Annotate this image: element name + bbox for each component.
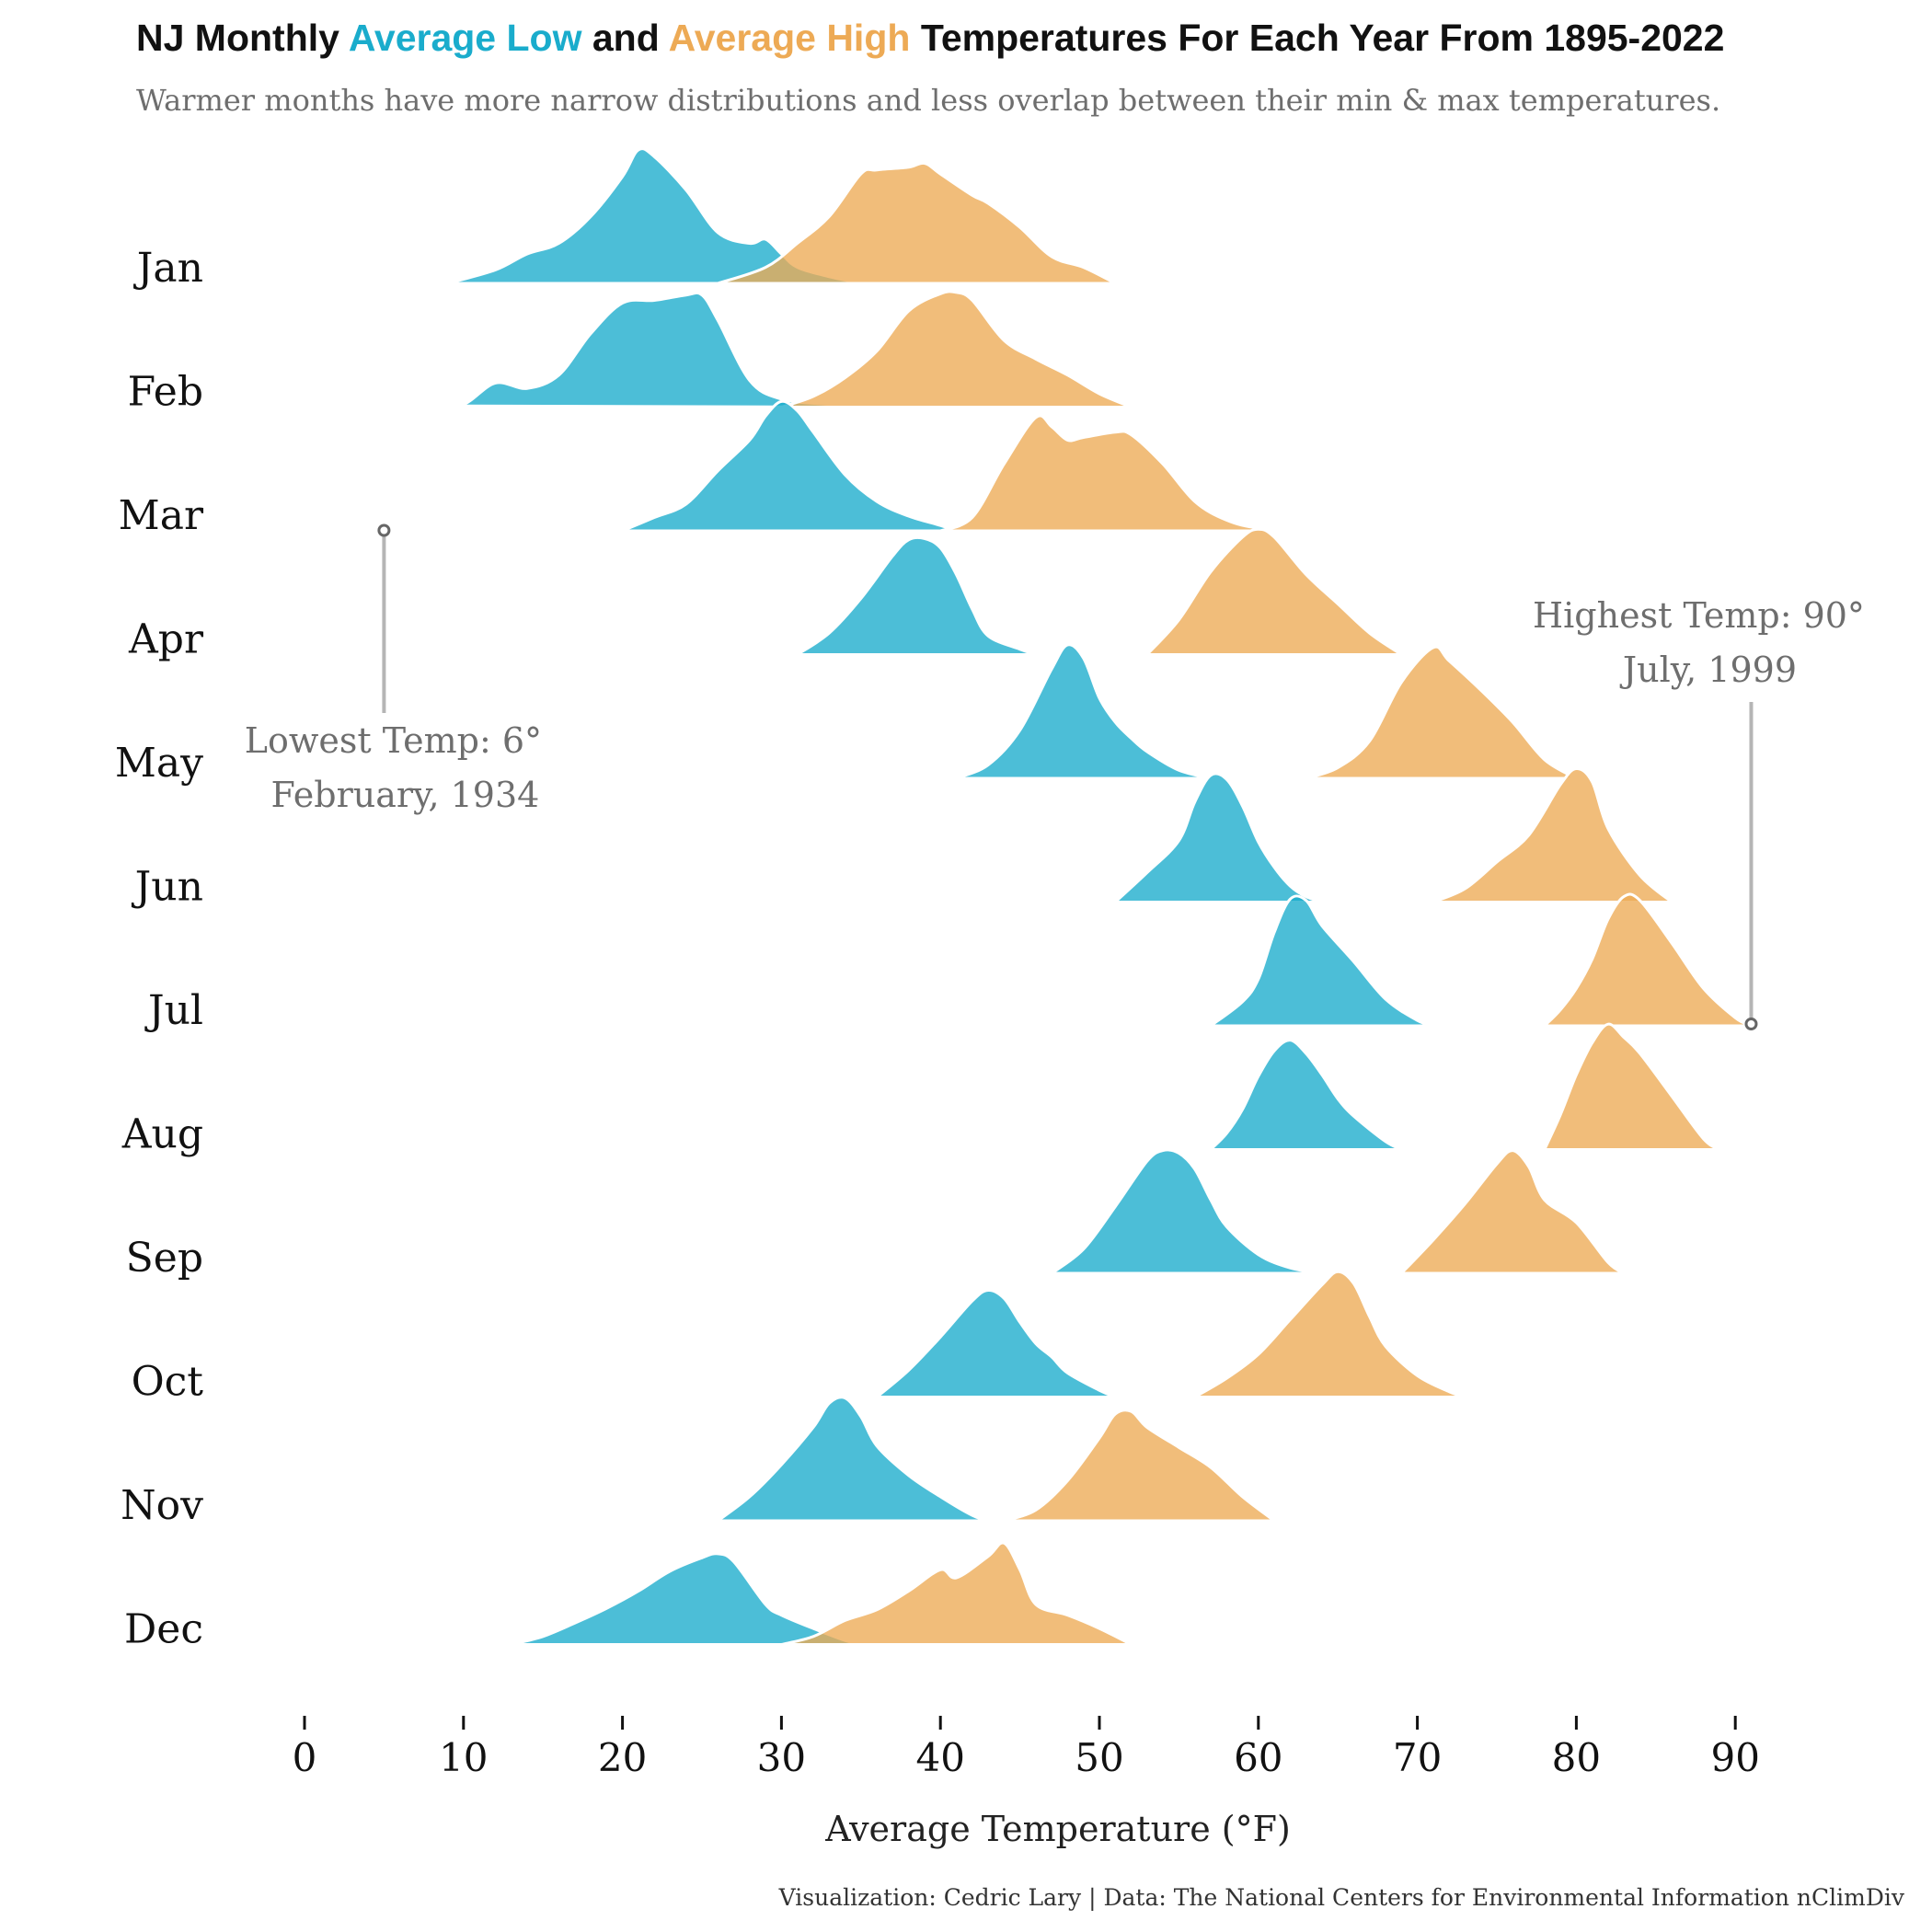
title-high-label: Average High xyxy=(668,17,911,59)
ridge-average-high-dec xyxy=(779,1541,1133,1646)
title-low-label: Average Low xyxy=(348,17,582,59)
ridge-average-low-aug xyxy=(1209,1039,1403,1151)
ridge-average-low-apr xyxy=(796,535,1038,656)
x-axis: 0 10 20 30 40 50 60 70 80 90 xyxy=(293,1716,1760,1780)
ridge-average-low-feb xyxy=(398,291,863,408)
caption: Visualization: Cedric Lary | Data: The N… xyxy=(778,1884,1904,1911)
lowest-annotation-line2: February, 1934 xyxy=(270,775,539,815)
ridge-average-high-jul xyxy=(1543,892,1753,1028)
x-tick-label-0: 0 xyxy=(293,1735,317,1780)
highest-annotation-marker xyxy=(1744,1018,1758,1030)
title-middle: and xyxy=(581,17,669,59)
x-tick-label-60: 60 xyxy=(1234,1735,1282,1780)
title-suffix: Temperatures For Each Year From 1895-202… xyxy=(910,17,1725,59)
ridge-average-low-jun xyxy=(1113,772,1324,903)
lowest-annotation-marker xyxy=(377,523,391,537)
month-label-jan: Jan xyxy=(133,245,203,292)
chart-subtitle: Warmer months have more narrow distribut… xyxy=(136,83,1721,118)
ridge-average-high-oct xyxy=(1193,1270,1466,1398)
ridge-average-low-sep xyxy=(1050,1148,1324,1275)
ridge-average-low-nov xyxy=(716,1396,990,1523)
x-tick-label-70: 70 xyxy=(1393,1735,1442,1780)
x-tick-label-30: 30 xyxy=(757,1735,806,1780)
ridge-average-low-jul xyxy=(1209,894,1435,1028)
x-tick-label-20: 20 xyxy=(598,1735,647,1780)
month-label-sep: Sep xyxy=(126,1235,203,1282)
x-tick-label-90: 90 xyxy=(1710,1735,1759,1780)
month-labels: Jan Feb Mar Apr May Jun Jul Aug Sep Oct Nov Dec xyxy=(115,245,204,1653)
month-label-may: May xyxy=(115,740,203,787)
month-label-nov: Nov xyxy=(121,1482,203,1529)
x-tick-label-10: 10 xyxy=(439,1735,488,1780)
month-label-mar: Mar xyxy=(119,492,204,539)
annotations: Lowest Temp: 6° February, 1934 Highest Tem… xyxy=(245,523,1865,1030)
ridge-average-low-oct xyxy=(875,1288,1117,1398)
month-label-feb: Feb xyxy=(128,369,203,416)
month-label-dec: Dec xyxy=(124,1606,203,1653)
x-tick-label-50: 50 xyxy=(1075,1735,1123,1780)
ridge-average-low-may xyxy=(955,643,1213,780)
title-prefix: NJ Monthly xyxy=(136,17,349,59)
ridge-average-high-mar xyxy=(938,414,1308,533)
ridge-average-high-jun xyxy=(1432,766,1673,903)
month-label-jul: Jul xyxy=(144,987,203,1034)
x-tick-label-80: 80 xyxy=(1552,1735,1601,1780)
ridge-average-high-aug xyxy=(1543,1022,1721,1151)
ridge-average-high-jan xyxy=(716,161,1117,285)
ridges-group xyxy=(398,147,1753,1646)
ridge-average-high-may xyxy=(1305,645,1578,780)
ridge-average-low-mar xyxy=(621,399,958,533)
highest-annotation-line1: Highest Temp: 90° xyxy=(1533,595,1865,636)
month-label-apr: Apr xyxy=(128,616,204,663)
month-label-oct: Oct xyxy=(132,1359,204,1406)
month-label-aug: Aug xyxy=(121,1111,203,1158)
ridge-average-high-feb xyxy=(779,290,1133,408)
ridge-average-low-dec xyxy=(510,1552,863,1646)
x-tick-label-40: 40 xyxy=(915,1735,964,1780)
ridge-average-high-nov xyxy=(1002,1409,1276,1523)
lowest-annotation-line1: Lowest Temp: 6° xyxy=(245,720,542,761)
chart-title: NJ Monthly Average Low and Average High … xyxy=(136,17,1930,60)
ridge-average-high-sep xyxy=(1399,1149,1626,1275)
x-axis-label: Average Temperature (°F) xyxy=(825,1809,1291,1849)
ridge-average-high-apr xyxy=(1145,527,1403,656)
month-label-jun: Jun xyxy=(132,864,203,911)
highest-annotation-line2: July, 1999 xyxy=(1619,650,1797,690)
